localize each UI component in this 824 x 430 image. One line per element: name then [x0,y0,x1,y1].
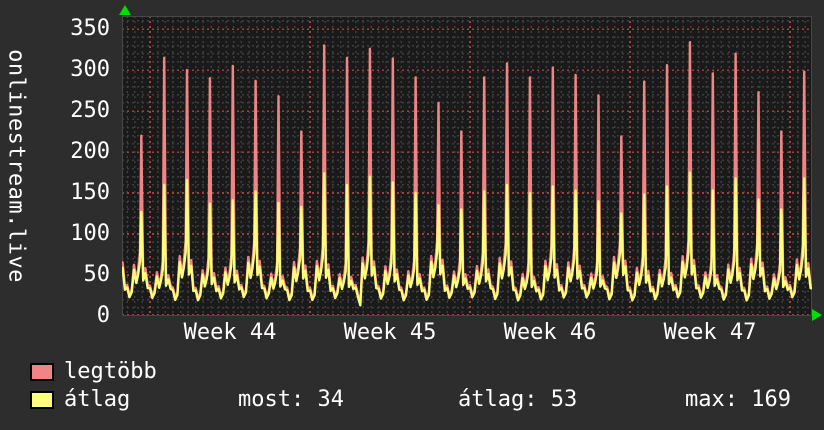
legend-label-avg: átlag [64,387,131,412]
y-tick-label: 250 [70,98,110,123]
x-tick-label-week: Week 45 [343,320,437,345]
y-tick-label: 50 [83,262,111,287]
plot-background [122,16,812,316]
y-tick-label: 150 [70,180,110,205]
x-tick-label-week: Week 47 [663,320,757,345]
plot-frame [122,16,812,316]
x-tick-label-week: Week 44 [183,320,277,345]
legend-swatch-avg [30,391,54,409]
y-tick-label: 300 [70,57,110,82]
y-tick-label: 0 [96,303,110,328]
axis-arrow-up-icon [119,5,131,15]
plot-area [122,16,812,316]
stat-max: max: 169 [685,387,791,412]
y-tick-label: 200 [70,139,110,164]
y-tick-label: 100 [70,221,110,246]
y-tick-label: 350 [70,16,110,41]
x-tick-label-week: Week 46 [503,320,597,345]
vertical-axis-title: onlinestream.live [3,49,29,283]
grid-major-vertical [149,16,791,316]
stat-atlag: átlag: 53 [458,387,578,412]
axis-arrow-right-icon [812,309,822,321]
legend-label-max: legtöbb [64,359,157,384]
series-line-atlag [122,171,812,307]
stat-most: most: 34 [238,387,344,412]
legend-swatch-max [30,363,54,381]
